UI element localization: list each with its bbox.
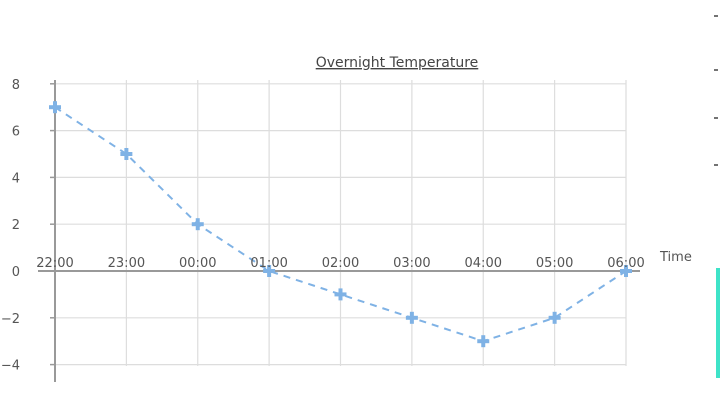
x-tick-label: 03:00 bbox=[393, 256, 430, 271]
y-tick-label: 0 bbox=[12, 265, 20, 280]
y-tick-label: 4 bbox=[12, 171, 20, 186]
y-tick-label: 8 bbox=[12, 78, 20, 93]
edge-accent-bar bbox=[716, 268, 720, 378]
x-tick-label: 22:00 bbox=[36, 256, 73, 271]
chart-title: Overnight Temperature bbox=[316, 55, 479, 71]
x-axis-title: Time bbox=[659, 250, 692, 265]
grid bbox=[54, 80, 627, 366]
series-layer bbox=[49, 101, 632, 348]
x-tick-label: 02:00 bbox=[322, 256, 359, 271]
data-point-marker bbox=[477, 335, 490, 348]
data-point-marker bbox=[49, 101, 61, 114]
axes bbox=[38, 80, 640, 382]
x-tick-label: 04:00 bbox=[465, 256, 502, 271]
x-tick-label: 05:00 bbox=[536, 256, 573, 271]
x-tick-label: 23:00 bbox=[108, 256, 145, 271]
data-point-marker bbox=[120, 148, 133, 160]
series-line bbox=[54, 106, 627, 343]
right-edge-decoration bbox=[714, 15, 720, 378]
y-tick-label: −4 bbox=[1, 359, 20, 374]
data-point-marker bbox=[620, 265, 632, 277]
tick-labels: −4 −2 0 2 4 6 8 22:00 23:00 00:00 01:00 02:00 03:00 0… bbox=[1, 78, 645, 374]
data-point-marker bbox=[548, 311, 561, 324]
y-tick-label: 6 bbox=[12, 125, 20, 140]
x-tick-label: 00:00 bbox=[179, 256, 216, 271]
data-point-marker bbox=[191, 218, 204, 231]
data-point-marker bbox=[263, 265, 276, 277]
data-point-marker bbox=[334, 288, 347, 301]
data-point-marker bbox=[405, 311, 418, 324]
x-tick-label: 06:00 bbox=[607, 256, 644, 271]
x-tick-label: 01:00 bbox=[250, 256, 287, 271]
y-tick-label: −2 bbox=[1, 312, 20, 327]
y-tick-label: 2 bbox=[12, 218, 20, 233]
